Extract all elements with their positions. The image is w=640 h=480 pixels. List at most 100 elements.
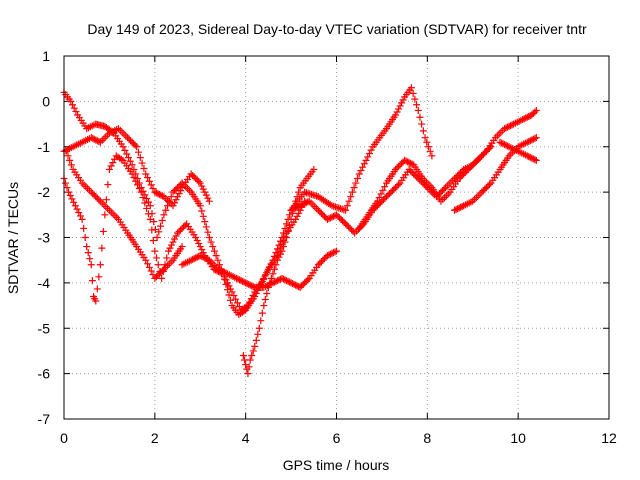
data-point bbox=[331, 248, 339, 256]
data-point bbox=[342, 220, 350, 228]
data-point bbox=[398, 159, 406, 167]
data-point bbox=[142, 170, 150, 178]
data-point bbox=[345, 223, 353, 231]
data-point bbox=[171, 187, 179, 195]
data-point bbox=[158, 216, 166, 224]
data-point bbox=[505, 122, 513, 130]
data-point bbox=[119, 143, 127, 151]
data-point bbox=[99, 227, 107, 235]
data-point bbox=[244, 370, 252, 378]
data-point bbox=[178, 243, 186, 251]
data-point bbox=[286, 211, 294, 219]
data-point bbox=[154, 271, 162, 279]
x-tick-labels: 0 2 4 6 8 10 12 bbox=[60, 430, 617, 446]
data-point bbox=[484, 182, 492, 190]
data-point bbox=[393, 164, 401, 172]
data-point bbox=[181, 221, 189, 229]
data-point bbox=[155, 270, 163, 278]
data-point bbox=[132, 177, 140, 185]
data-point bbox=[198, 246, 206, 254]
data-point bbox=[145, 263, 153, 271]
data-point bbox=[458, 202, 466, 210]
data-point bbox=[227, 285, 235, 293]
data-point bbox=[264, 283, 272, 291]
data-point bbox=[523, 152, 531, 160]
data-point bbox=[95, 196, 103, 204]
data-point bbox=[177, 187, 185, 195]
data-point bbox=[298, 282, 306, 290]
data-point bbox=[192, 234, 200, 241]
data-point bbox=[207, 238, 215, 246]
data-point bbox=[339, 217, 347, 225]
data-point bbox=[174, 229, 182, 237]
data-point bbox=[233, 299, 241, 307]
data-point bbox=[348, 188, 356, 196]
data-point bbox=[67, 97, 75, 105]
data-point bbox=[82, 183, 90, 191]
data-point bbox=[174, 193, 182, 201]
data-point bbox=[345, 197, 353, 205]
data-point bbox=[212, 252, 220, 260]
data-point bbox=[233, 274, 241, 282]
data-point bbox=[204, 194, 212, 202]
data-point bbox=[83, 243, 91, 251]
x-tick-label: 4 bbox=[242, 430, 250, 446]
data-point bbox=[196, 243, 204, 251]
data-point bbox=[162, 206, 170, 214]
data-point bbox=[157, 222, 165, 230]
data-point bbox=[107, 208, 115, 216]
data-point bbox=[245, 363, 253, 371]
data-point bbox=[172, 196, 180, 204]
data-point bbox=[104, 204, 112, 212]
data-point bbox=[529, 109, 537, 117]
data-point bbox=[336, 214, 344, 222]
data-point bbox=[281, 276, 289, 284]
data-point bbox=[134, 181, 142, 189]
data-point bbox=[189, 255, 197, 263]
data-point bbox=[131, 141, 139, 149]
data-point bbox=[187, 170, 195, 178]
data-point bbox=[248, 282, 256, 290]
data-point bbox=[284, 227, 292, 235]
data-point bbox=[148, 226, 156, 234]
data-point bbox=[263, 269, 271, 277]
data-point bbox=[225, 291, 233, 299]
data-point bbox=[382, 193, 390, 201]
data-point bbox=[249, 347, 257, 355]
data-point bbox=[246, 281, 254, 289]
data-point bbox=[350, 184, 358, 192]
data-point bbox=[280, 243, 288, 251]
data-point bbox=[481, 149, 489, 157]
data-point bbox=[70, 198, 78, 206]
data-point bbox=[185, 186, 193, 194]
data-point bbox=[289, 280, 297, 288]
data-point bbox=[117, 155, 125, 163]
data-point bbox=[259, 275, 267, 283]
data-point bbox=[414, 106, 422, 114]
data-point bbox=[167, 193, 175, 201]
x-tick-label: 12 bbox=[601, 430, 617, 446]
data-point bbox=[343, 221, 351, 229]
data-point bbox=[347, 193, 355, 201]
x-tick-label: 0 bbox=[60, 430, 68, 446]
data-point bbox=[144, 260, 152, 268]
data-point bbox=[261, 272, 269, 280]
data-point bbox=[311, 203, 319, 211]
data-point bbox=[359, 163, 367, 171]
data-point bbox=[152, 273, 160, 281]
data-point bbox=[89, 134, 97, 142]
data-point bbox=[507, 122, 515, 130]
data-point bbox=[497, 128, 505, 136]
data-point bbox=[340, 218, 348, 226]
data-point bbox=[326, 201, 334, 209]
data-point bbox=[476, 190, 484, 198]
data-point bbox=[243, 280, 251, 288]
data-point bbox=[295, 188, 303, 196]
data-point bbox=[92, 193, 100, 201]
chart-title: Day 149 of 2023, Sidereal Day-to-day VTE… bbox=[87, 21, 587, 37]
data-point bbox=[325, 251, 333, 259]
data-point bbox=[304, 276, 312, 284]
y-tick-label: -4 bbox=[38, 275, 51, 291]
data-point bbox=[396, 161, 404, 169]
data-point bbox=[292, 204, 300, 212]
